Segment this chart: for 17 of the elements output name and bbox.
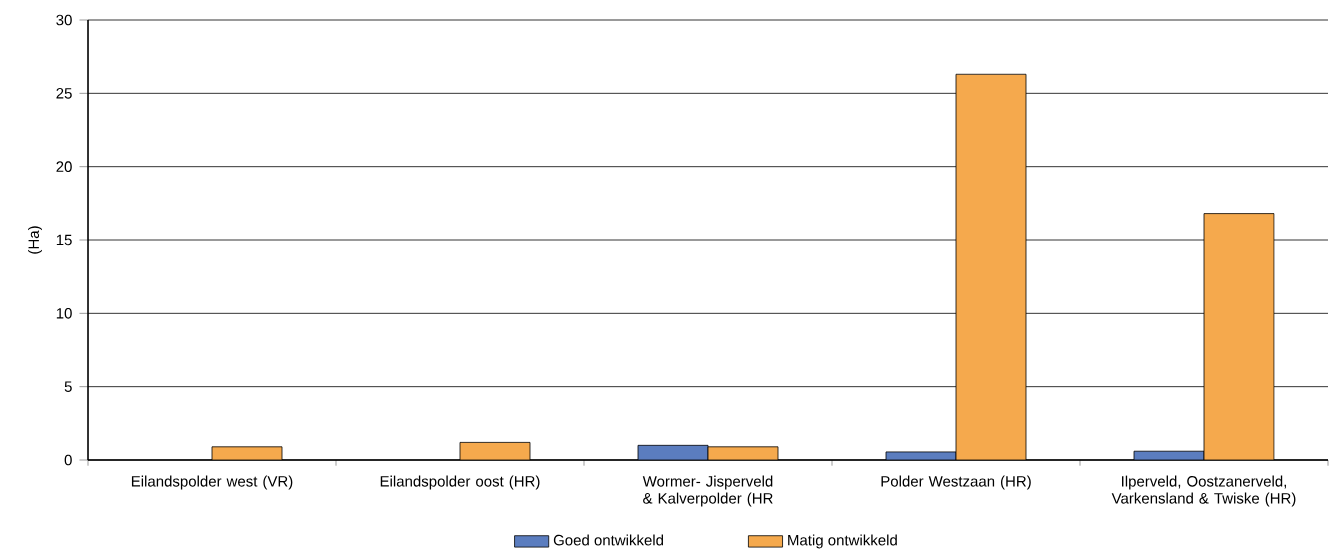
y-tick-label: 10 [56, 308, 72, 319]
legend-label: Goed ontwikkeld [553, 534, 664, 546]
y-tick-label: 25 [56, 88, 72, 99]
y-axis-title: (Ha) [28, 226, 42, 254]
x-tick-label: Eilandspolder west (VR) [131, 475, 293, 490]
x-tick-label: Polder Westzaan (HR) [881, 475, 1031, 490]
bar [955, 73, 1027, 460]
bar [1203, 213, 1275, 460]
x-tick-label: Ilperveld, Oostzanerveld, Varkensland & Twiske (HR) [1111, 475, 1296, 507]
y-tick-label: 15 [56, 234, 72, 246]
x-tick-label: Wormer- Jisperveld & Kalverpolder (HR [642, 475, 773, 507]
legend-label: Matig ontwikkeld [788, 534, 897, 549]
y-tick-label: 30 [56, 14, 72, 26]
y-tick-label: 20 [56, 161, 72, 172]
y-tick-label: 5 [64, 381, 72, 392]
x-tick-label: Eilandspolder oost (HR) [380, 475, 540, 490]
y-tick-label: 0 [64, 454, 72, 466]
